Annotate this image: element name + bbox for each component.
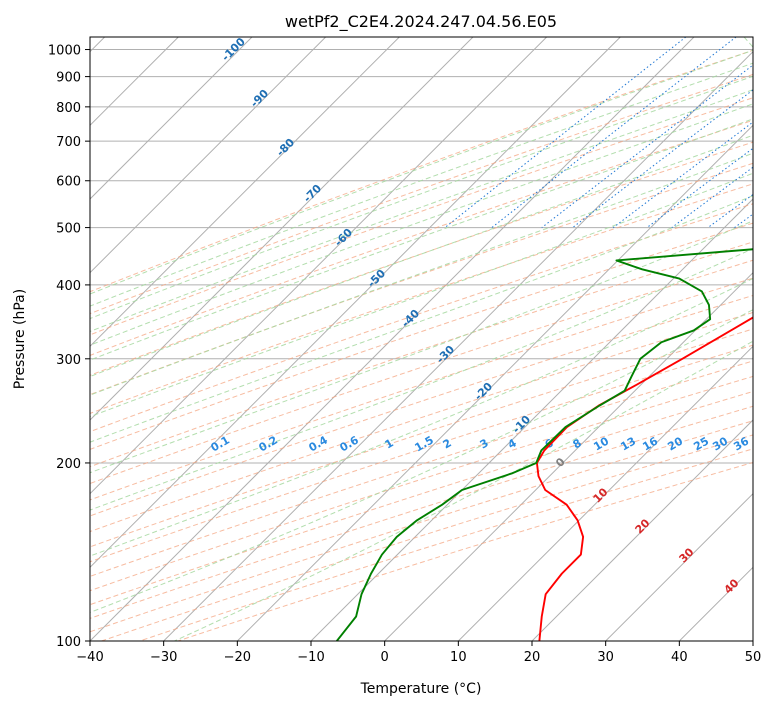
dry-adiabat-line: [177, 461, 753, 641]
dry-adiabat-line: [90, 328, 753, 548]
isotherm-line: [90, 37, 695, 641]
moist-adiabat-line: [90, 75, 753, 320]
x-tick-label: 50: [745, 650, 762, 665]
y-tick-label: 600: [56, 175, 81, 190]
isotherm-line: [90, 37, 253, 200]
dry-adiabat-line: [90, 222, 753, 450]
isotherm-line: [384, 271, 753, 641]
dry-adiabat-line: [90, 141, 753, 376]
dry-adiabat-line: [90, 344, 753, 563]
mixing-ratio-line: [444, 37, 687, 228]
y-tick-label: 900: [56, 71, 81, 86]
dry-adiabat-line: [101, 434, 753, 641]
dry-adiabat-line: [90, 241, 753, 468]
moist-adiabat-line: [174, 340, 753, 641]
dry-adiabat-line: [90, 119, 753, 356]
y-tick-label: 200: [56, 457, 81, 472]
dry-adiabat-line: [90, 360, 753, 577]
x-axis-label: Temperature (°C): [360, 681, 482, 697]
sounding-profiles: [336, 248, 753, 641]
isotherm-line: [90, 37, 621, 569]
moist-adiabat-line: [90, 118, 753, 361]
x-tick-label: 20: [524, 650, 541, 665]
mixing-ratio-line: [612, 121, 753, 228]
moist-adiabat-line: [90, 62, 753, 307]
y-tick-label: 800: [56, 101, 81, 116]
isotherm-line: [163, 50, 753, 641]
y-tick-label: 700: [56, 135, 81, 150]
x-tick-label: −40: [76, 650, 103, 665]
dry-adiabat-line: [90, 420, 753, 633]
moist-adiabat-line: [90, 172, 753, 418]
isotherm-line: [90, 37, 327, 274]
chart-title: wetPf2_C2E4.2024.247.04.56.E05: [285, 12, 557, 32]
y-axis-label: Pressure (hPa): [12, 289, 28, 389]
axes: −40 −30 −20 −10 0 10 20 30 40 50 100 200 300 400 500 60…: [48, 44, 761, 665]
dry-adiabat-line: [90, 259, 753, 485]
dewpoint-profile: [336, 248, 753, 641]
dry-adiabat-line: [90, 97, 753, 336]
plot-frame: [89, 36, 754, 642]
dry-adiabat-line: [90, 183, 753, 414]
isotherm-line: [605, 492, 753, 641]
temperature-profile: [535, 316, 753, 641]
isotherm-line: [531, 419, 753, 641]
x-tick-label: 0: [381, 650, 389, 665]
moist-adiabat-line: [90, 309, 753, 614]
moist-adiabat-line: [90, 277, 753, 557]
isotherm-line: [310, 198, 753, 641]
x-tick-label: −20: [224, 650, 251, 665]
isotherm-line: [90, 37, 548, 495]
isotherm-line: [90, 37, 474, 421]
mixing-ratio-line: [541, 64, 753, 228]
moist-adiabat-line: [90, 37, 753, 295]
y-tick-label: 1000: [48, 44, 81, 59]
y-tick-label: 500: [56, 222, 81, 237]
x-tick-label: −30: [150, 650, 177, 665]
isotherm-line: [236, 124, 753, 641]
y-tick-label: 400: [56, 279, 81, 294]
plot-background-lines: [90, 37, 753, 641]
y-tick-label: 100: [56, 635, 81, 650]
dry-adiabat-line: [90, 311, 753, 533]
x-tick-label: 40: [671, 650, 688, 665]
moist-adiabat-line: [90, 152, 753, 396]
dry-adiabat-line: [90, 277, 753, 501]
x-tick-label: −10: [297, 650, 324, 665]
dry-adiabat-line: [139, 448, 753, 641]
x-tick-label: 10: [450, 650, 467, 665]
moist-adiabat-line: [90, 89, 753, 333]
isotherm-line: [90, 37, 400, 348]
x-tick-label: 30: [597, 650, 614, 665]
isotherm-line: [457, 345, 753, 641]
y-tick-label: 300: [56, 353, 81, 368]
moist-adiabat-line: [90, 134, 753, 378]
